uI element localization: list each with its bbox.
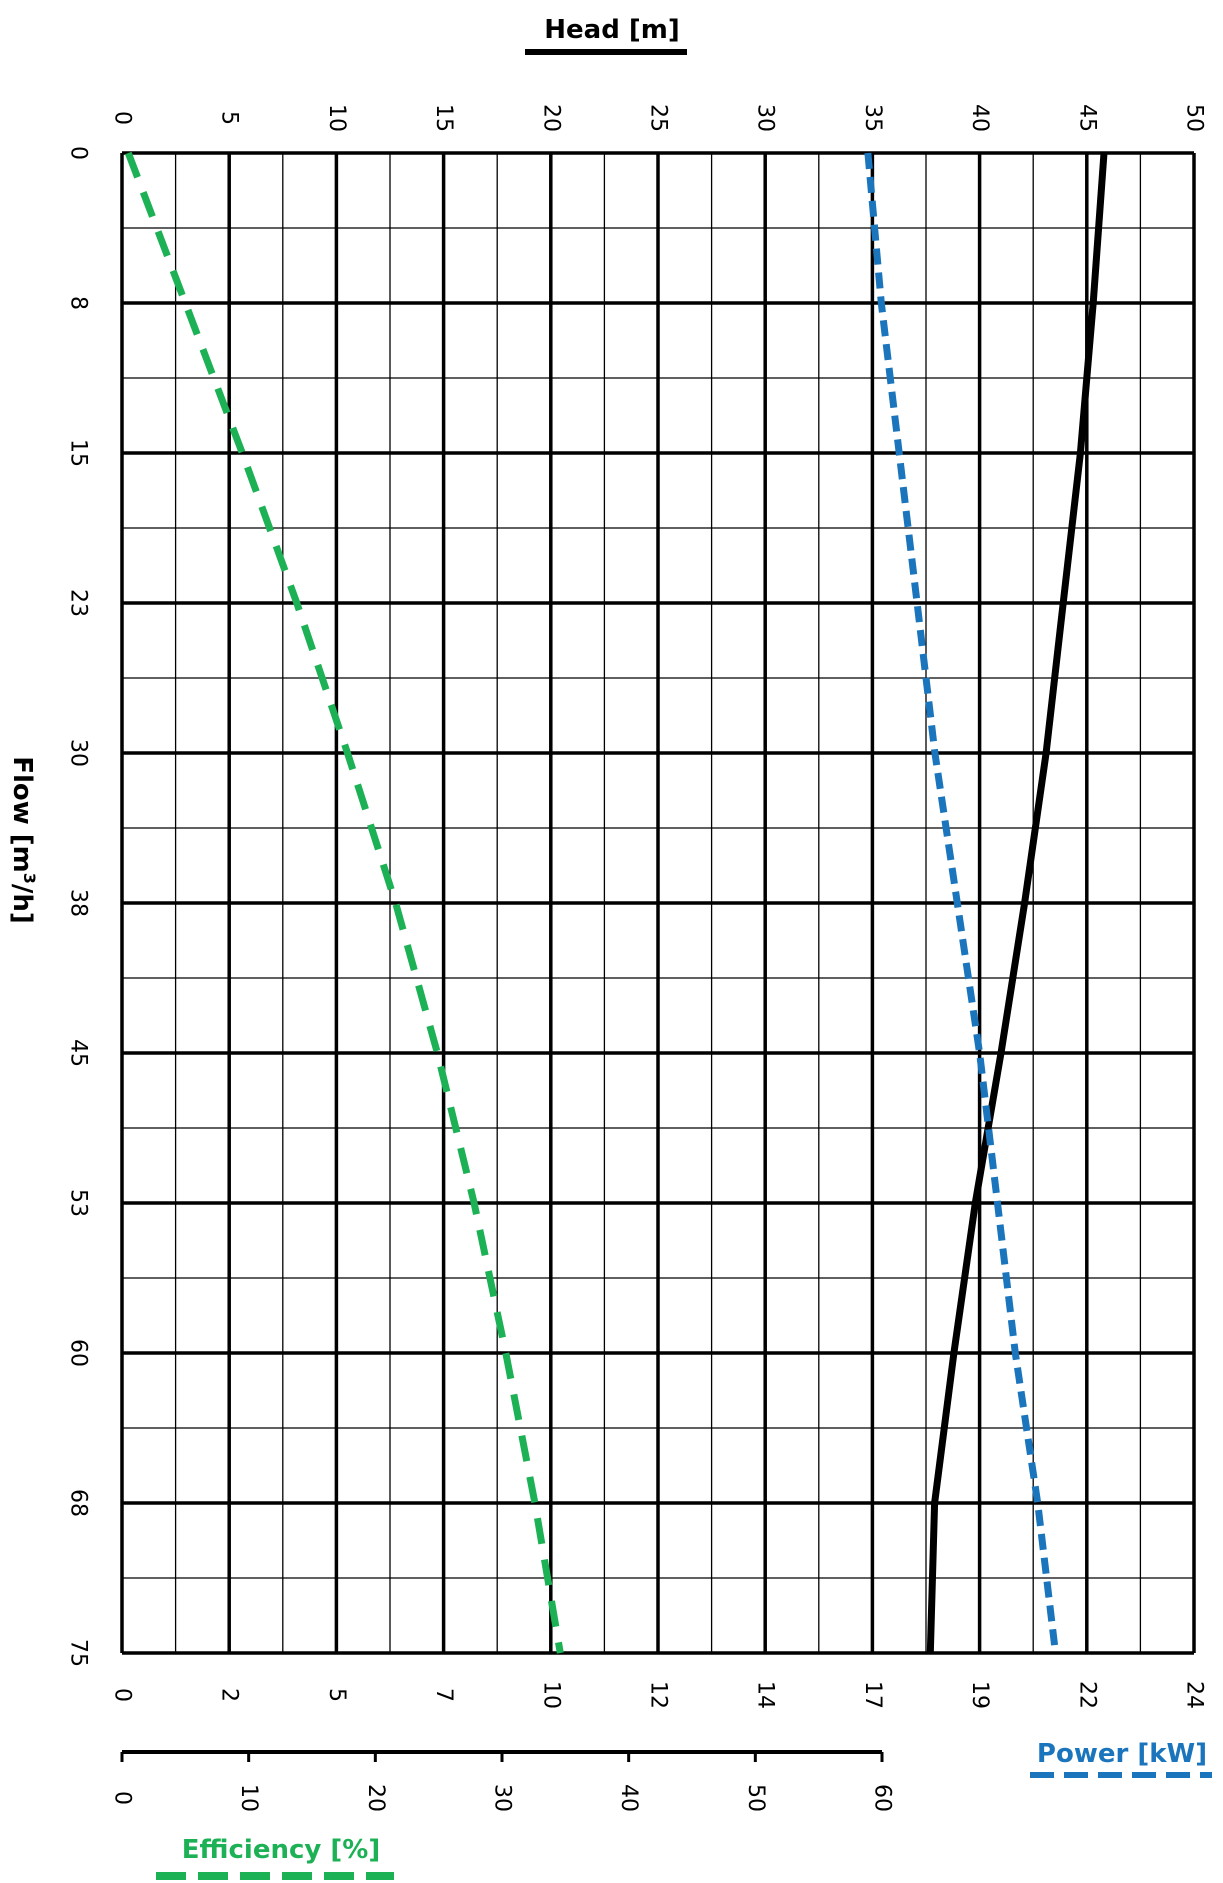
head-tick-label: 25 <box>646 104 671 132</box>
flow-tick-label: 68 <box>66 1489 91 1517</box>
power-tick-label: 2 <box>217 1688 242 1702</box>
power-tick-label: 14 <box>753 1681 778 1709</box>
power-tick-label: 7 <box>431 1688 456 1702</box>
head-tick-label: 15 <box>431 104 456 132</box>
power-tick-label: 19 <box>967 1681 992 1709</box>
head-tick-label: 40 <box>967 104 992 132</box>
flow-tick-label: 45 <box>66 1039 91 1067</box>
power-tick-label: 17 <box>860 1681 885 1709</box>
efficiency-tick-label: 40 <box>616 1784 641 1812</box>
power-tick-label: 10 <box>538 1681 563 1709</box>
power-series-line <box>864 152 1059 1654</box>
flow-tick-label: 23 <box>66 589 91 617</box>
head-series-line <box>926 152 1108 1654</box>
flow-tick-label: 60 <box>66 1339 91 1367</box>
tick-layer: 0 5 10 15 20 25 30 35 40 45 5008152330384553606875… <box>66 104 1207 1812</box>
head-axis-title: Head [m] <box>544 15 679 45</box>
head-tick-label: 10 <box>324 104 349 132</box>
head-tick-label: 0 <box>110 111 135 125</box>
power-tick-label: 0 <box>110 1688 135 1702</box>
efficiency-axis-title: Efficiency [%] <box>182 1835 380 1865</box>
head-tick-label: 20 <box>538 104 563 132</box>
power-tick-label: 5 <box>324 1688 349 1702</box>
head-tick-label: 50 <box>1182 104 1207 132</box>
efficiency-tick-label: 0 <box>110 1791 135 1805</box>
head-tick-label: 5 <box>217 111 242 125</box>
efficiency-tick-label: 50 <box>743 1784 768 1812</box>
flow-axis-title-tail: /h] <box>7 884 37 924</box>
flow-axis-title-text: Flow [m <box>7 756 37 873</box>
head-tick-label: 35 <box>860 104 885 132</box>
flow-tick-label: 75 <box>66 1639 91 1667</box>
flow-tick-label: 30 <box>66 739 91 767</box>
power-tick-label: 24 <box>1182 1681 1207 1709</box>
flow-tick-label: 8 <box>66 296 91 310</box>
series-layer <box>125 151 1108 1654</box>
efficiency-tick-label: 20 <box>363 1784 388 1812</box>
efficiency-tick-label: 30 <box>490 1784 515 1812</box>
power-axis-title: Power [kW] <box>1037 1739 1207 1769</box>
flow-tick-label: 53 <box>66 1189 91 1217</box>
flow-tick-label: 38 <box>66 889 91 917</box>
flow-tick-label: 15 <box>66 439 91 467</box>
efficiency-tick-label: 10 <box>236 1784 261 1812</box>
flow-axis-title-sup: 3 <box>20 873 39 884</box>
power-tick-label: 12 <box>646 1681 671 1709</box>
head-tick-label: 30 <box>753 104 778 132</box>
flow-axis-title: Flow [m3/h] <box>7 756 39 924</box>
efficiency-series-line <box>125 151 564 1654</box>
efficiency-tick-label: 60 <box>870 1784 895 1812</box>
power-tick-label: 22 <box>1074 1681 1099 1709</box>
head-tick-label: 45 <box>1074 104 1099 132</box>
flow-tick-label: 0 <box>66 146 91 160</box>
